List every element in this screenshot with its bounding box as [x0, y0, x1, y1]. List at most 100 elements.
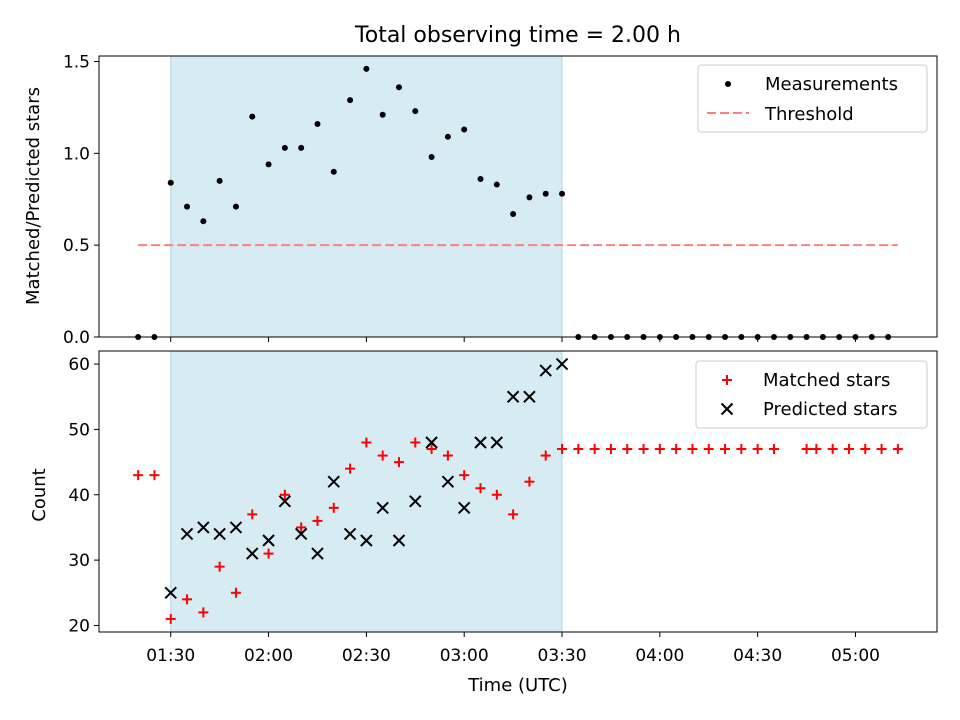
top-panel: 0.0 0.5 1.0 1.5 Total observing time = 2.00…	[23, 23, 938, 348]
legend-matched-label: Matched stars	[763, 370, 890, 391]
top-y-axis-ticks: 0.0 0.5 1.0 1.5	[63, 53, 99, 348]
bottom-y-tick-label: 40	[68, 486, 90, 506]
measurement-point	[461, 126, 468, 133]
matched-star-point	[827, 444, 838, 455]
bottom-x-tick-label: 04:30	[733, 646, 782, 666]
predicted-star-point-b	[376, 501, 389, 515]
predicted-star-point-b	[327, 475, 340, 488]
predicted-star-point	[490, 436, 504, 449]
measurement-point	[477, 176, 484, 183]
predicted-star-point	[555, 357, 569, 371]
predicted-star-point	[180, 527, 194, 541]
predicted-star-point	[506, 390, 520, 403]
bottom-x-tick-label: 04:00	[635, 646, 684, 666]
bottom-x-axis-ticks: 01:30 02:00 02:30 03:00 03:30 04:00 04:30 05:00	[146, 632, 880, 666]
matched-star-point	[165, 613, 176, 624]
predicted-star-point	[343, 527, 357, 541]
predicted-star-point	[457, 501, 471, 515]
bottom-panel: 20 30 40 50 60 01:30 02:00 02:30 03:00 03:30 04:0…	[29, 350, 938, 696]
predicted-star-point	[376, 501, 389, 515]
predicted-star-point-b	[539, 364, 552, 377]
matched-star-point	[671, 444, 682, 455]
matched-star-point	[768, 444, 779, 455]
predicted-star-point	[523, 390, 536, 403]
bottom-x-tick-label: 01:30	[146, 646, 195, 666]
bottom-y-axis-ticks: 20 30 40 50 60	[68, 355, 99, 636]
measurement-point	[184, 203, 191, 210]
bottom-y-tick-label: 60	[68, 355, 90, 375]
legend-frame	[697, 64, 928, 133]
measurement-point	[232, 203, 239, 210]
predicted-star-point-b	[164, 586, 177, 599]
legend-predicted-marker	[720, 402, 734, 416]
predicted-star-point	[246, 547, 259, 560]
matched-star-point	[638, 444, 649, 455]
legend-matched-marker	[722, 375, 732, 385]
predicted-star-point	[213, 527, 226, 541]
matched-star-point	[860, 444, 871, 455]
bottom-x-tick-label: 03:00	[440, 646, 489, 666]
bottom-x-axis-label: Time (UTC)	[467, 675, 568, 696]
matched-star-point	[312, 515, 323, 526]
predicted-star-point	[425, 436, 438, 449]
predicted-star-point	[474, 436, 487, 449]
matched-star-point	[843, 444, 854, 455]
predicted-star-point-b	[392, 534, 406, 547]
matched-star-point	[182, 594, 193, 605]
matched-star-point	[426, 444, 437, 455]
bottom-y-axis-label: Count	[29, 468, 50, 521]
matched-star-point	[736, 444, 747, 455]
measurement-point	[379, 111, 386, 118]
measurement-point	[428, 154, 435, 161]
top-y-tick-label: 1.5	[63, 53, 90, 73]
measurement-point	[330, 168, 337, 175]
top-y-axis-label: Matched/Predicted stars	[23, 87, 44, 305]
bottom-x-tick-label: 05:00	[831, 646, 880, 666]
bottom-axes-frame	[98, 350, 938, 633]
matched-star-point	[557, 444, 568, 455]
matched-star-point	[622, 444, 633, 455]
top-axes-frame	[98, 55, 938, 338]
legend-threshold-label: Threshold	[764, 104, 854, 125]
predicted-star-point	[278, 495, 292, 508]
matched-star-point	[263, 548, 274, 559]
predicted-star-point-b	[457, 501, 471, 515]
matched-star-point	[892, 444, 903, 455]
legend-predicted-marker-b	[720, 402, 734, 416]
bottom-x-tick-label: 02:00	[244, 646, 293, 666]
predicted-star-point-b	[360, 534, 373, 547]
bottom-y-tick-label: 30	[68, 551, 90, 571]
measurement-point	[249, 113, 256, 120]
matched-star-point	[752, 444, 763, 455]
matched-star-point	[328, 502, 339, 513]
predicted-star-point	[539, 364, 552, 377]
measurement-point	[444, 133, 451, 140]
predicted-star-point-b	[555, 357, 569, 371]
matched-star-point	[720, 444, 731, 455]
legend-predicted-label: Predicted stars	[763, 399, 897, 420]
matched-star-point	[811, 444, 822, 455]
matched-star-point	[361, 437, 372, 448]
matched-star-point	[133, 470, 144, 481]
matched-star-point	[247, 509, 258, 520]
top-y-tick-label: 0.5	[63, 236, 90, 256]
bottom-highlight-span	[170, 350, 563, 633]
predicted-star-point-b	[229, 521, 243, 534]
measurement-point	[493, 181, 500, 188]
matched-star-point	[703, 444, 714, 455]
predicted-star-point	[441, 475, 455, 488]
top-highlight-span	[170, 55, 563, 338]
measurement-point	[298, 144, 305, 151]
matched-star-point	[605, 444, 616, 455]
bottom-x-tick-label: 02:30	[342, 646, 391, 666]
matched-star-point	[687, 444, 698, 455]
predicted-star-point-b	[343, 527, 357, 541]
top-y-tick-label: 1.0	[63, 144, 90, 164]
predicted-star-point-b	[294, 527, 308, 541]
measurement-point	[526, 194, 533, 201]
measurement-point	[216, 177, 223, 184]
predicted-star-point	[262, 534, 275, 547]
matched-star-point	[589, 444, 600, 455]
matched-star-point	[801, 444, 812, 455]
